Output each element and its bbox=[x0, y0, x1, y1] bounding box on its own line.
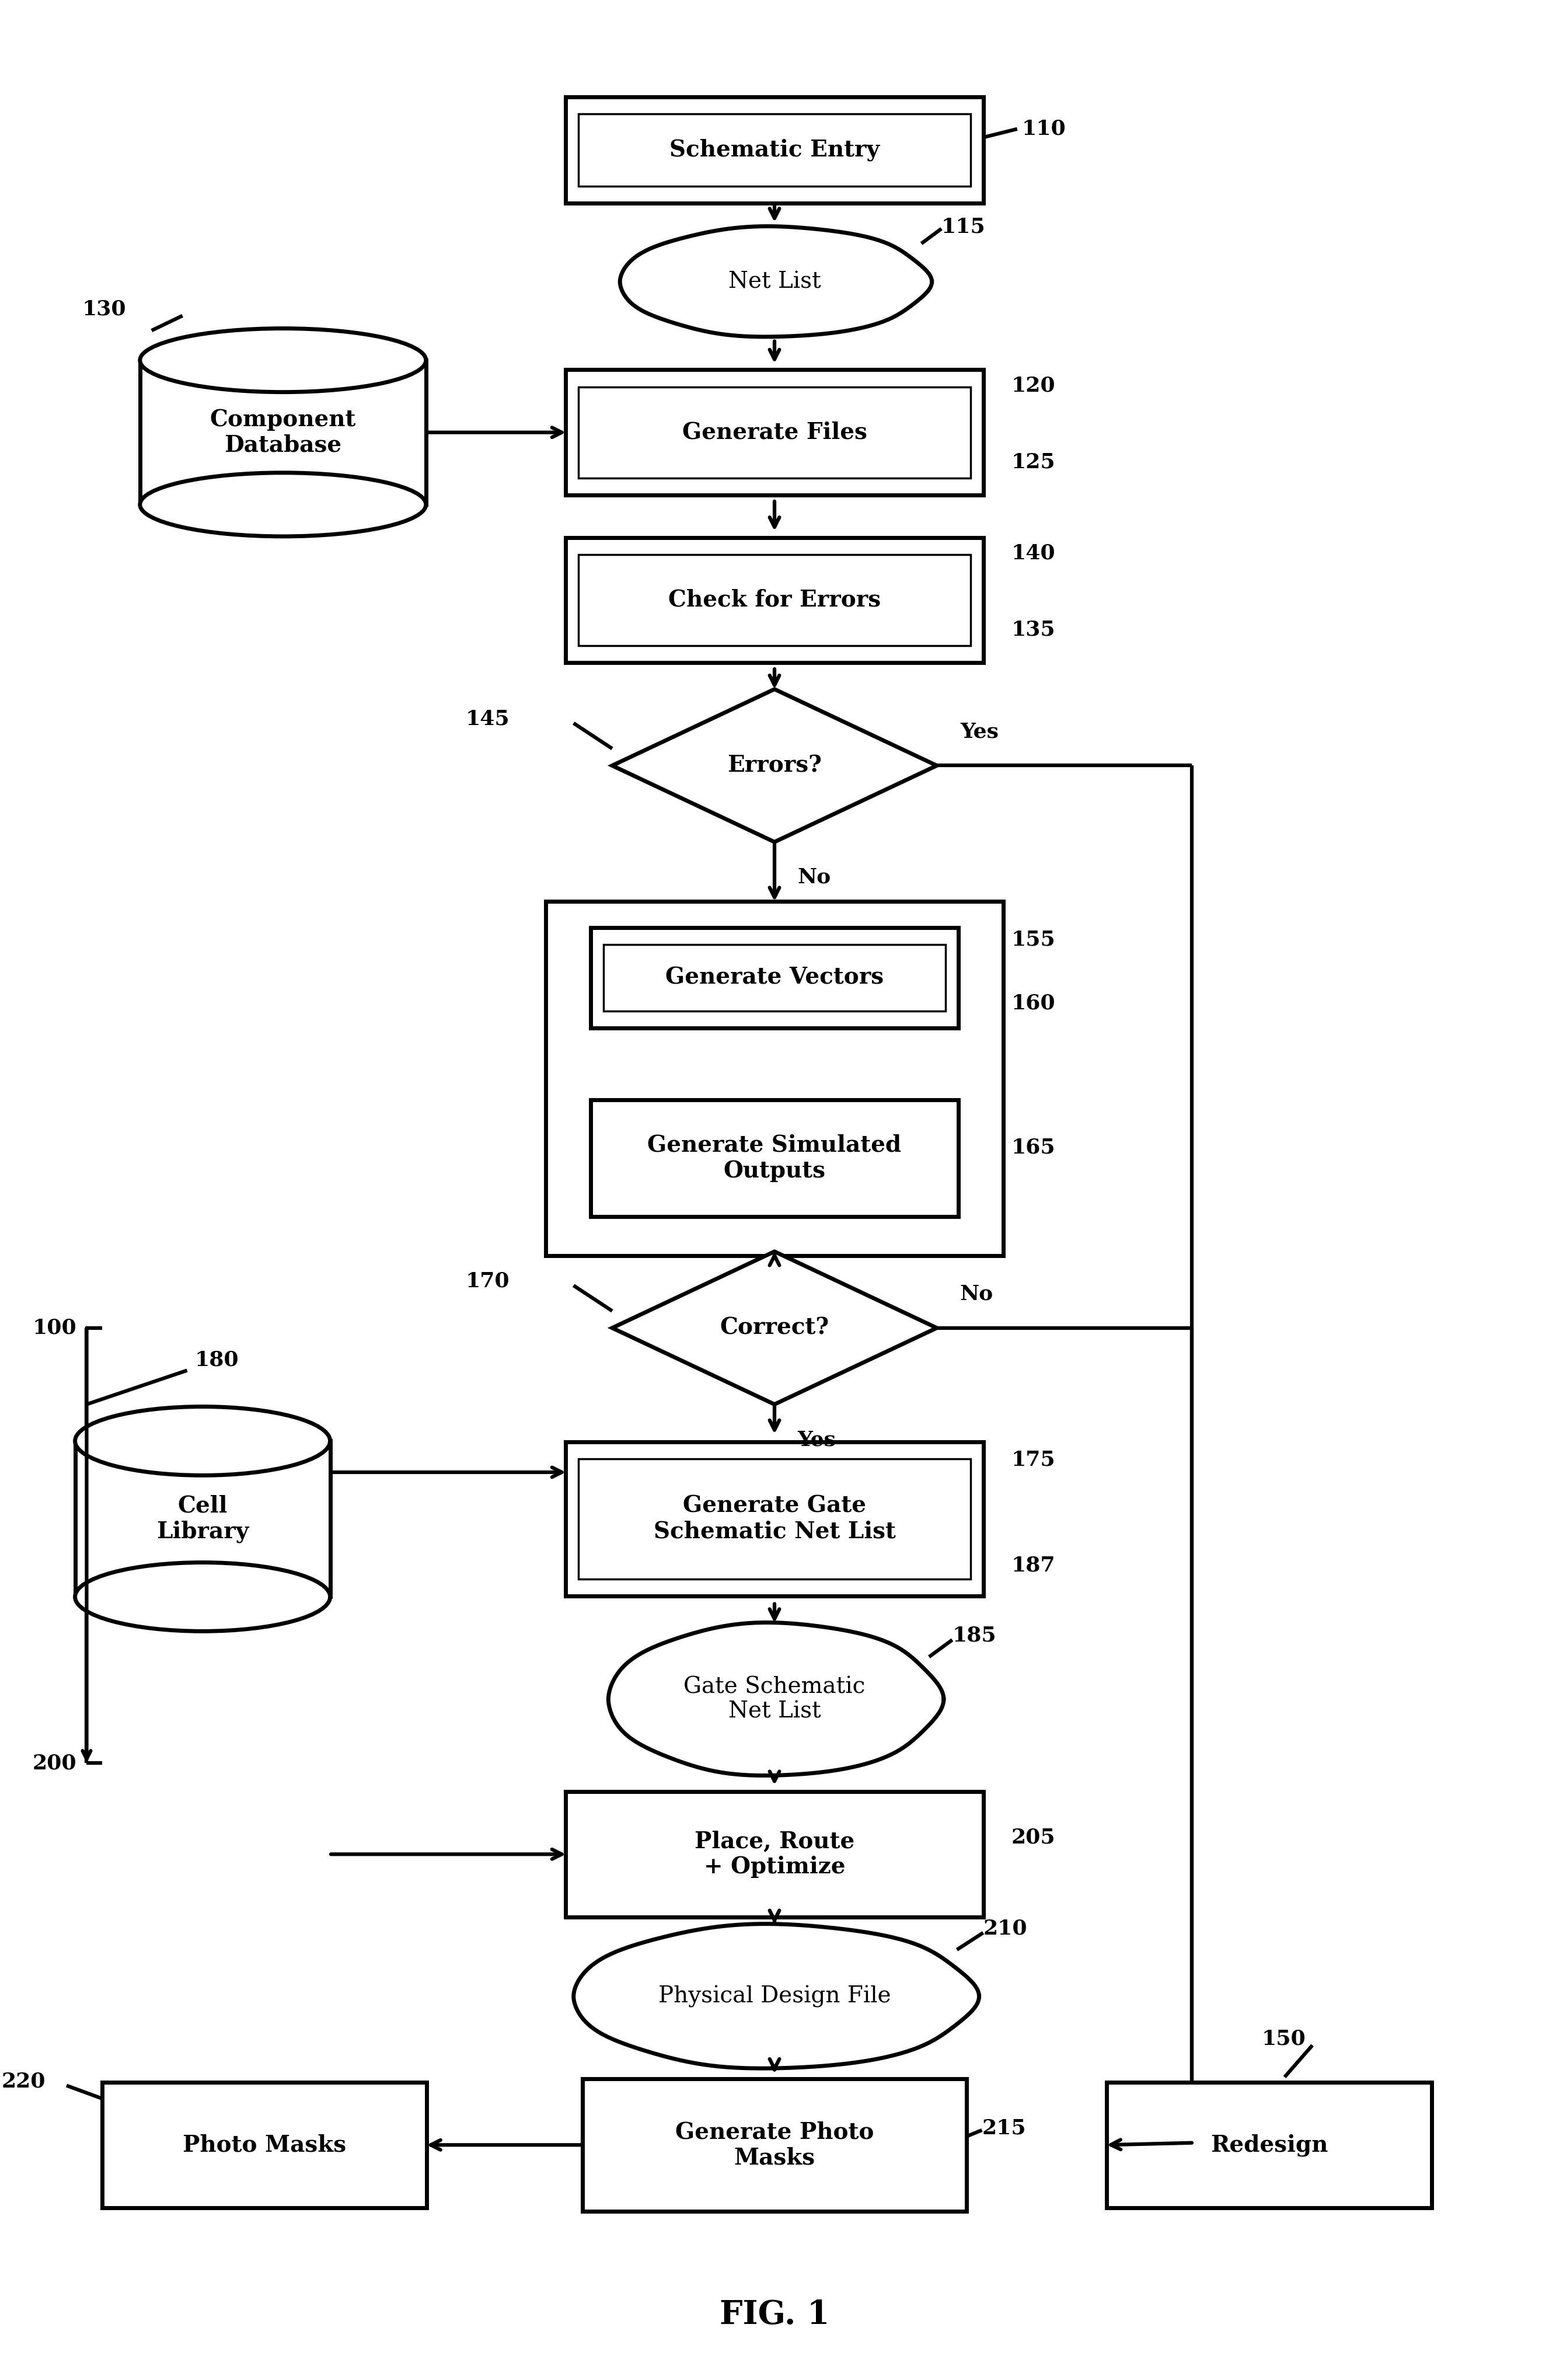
Text: 115: 115 bbox=[942, 217, 985, 236]
Ellipse shape bbox=[139, 474, 426, 536]
FancyBboxPatch shape bbox=[578, 114, 971, 186]
FancyBboxPatch shape bbox=[590, 1100, 959, 1216]
Text: Generate Simulated
Outputs: Generate Simulated Outputs bbox=[647, 1135, 902, 1183]
Text: 120: 120 bbox=[1011, 376, 1055, 395]
Text: Generate Files: Generate Files bbox=[682, 421, 867, 443]
Text: No: No bbox=[960, 1285, 993, 1304]
FancyBboxPatch shape bbox=[565, 1792, 984, 1916]
Text: No: No bbox=[798, 866, 832, 888]
Text: 200: 200 bbox=[33, 1754, 76, 1773]
Polygon shape bbox=[612, 690, 937, 843]
Text: 160: 160 bbox=[1011, 992, 1055, 1014]
Text: 215: 215 bbox=[982, 2118, 1025, 2137]
Text: Schematic Entry: Schematic Entry bbox=[669, 138, 880, 162]
Text: 185: 185 bbox=[953, 1626, 996, 1645]
Polygon shape bbox=[620, 226, 932, 338]
Text: 165: 165 bbox=[1011, 1138, 1055, 1157]
Ellipse shape bbox=[74, 1407, 330, 1476]
Text: 170: 170 bbox=[465, 1271, 510, 1292]
Text: 140: 140 bbox=[1011, 543, 1055, 564]
Text: FIG. 1: FIG. 1 bbox=[720, 2299, 829, 2330]
Text: Net List: Net List bbox=[728, 271, 821, 293]
FancyBboxPatch shape bbox=[578, 555, 971, 645]
FancyBboxPatch shape bbox=[139, 359, 426, 505]
FancyBboxPatch shape bbox=[565, 538, 984, 662]
Text: 145: 145 bbox=[465, 709, 510, 728]
Text: Yes: Yes bbox=[798, 1430, 836, 1449]
Text: 125: 125 bbox=[1011, 452, 1055, 471]
Text: 210: 210 bbox=[984, 1918, 1027, 1937]
Text: Correct?: Correct? bbox=[720, 1316, 829, 1340]
FancyBboxPatch shape bbox=[565, 369, 984, 495]
Text: Errors?: Errors? bbox=[728, 754, 821, 776]
Text: 220: 220 bbox=[2, 2071, 45, 2092]
Text: 100: 100 bbox=[33, 1319, 77, 1338]
Text: 205: 205 bbox=[1011, 1828, 1055, 1847]
Text: Component
Database: Component Database bbox=[209, 409, 356, 457]
Text: 150: 150 bbox=[1261, 2028, 1306, 2049]
FancyBboxPatch shape bbox=[1108, 2082, 1431, 2209]
FancyBboxPatch shape bbox=[590, 928, 959, 1028]
Text: Check for Errors: Check for Errors bbox=[668, 588, 881, 612]
FancyBboxPatch shape bbox=[565, 1442, 984, 1597]
Text: Generate Photo
Masks: Generate Photo Masks bbox=[675, 2121, 874, 2168]
FancyBboxPatch shape bbox=[582, 2078, 967, 2211]
Text: 175: 175 bbox=[1011, 1449, 1055, 1468]
Text: 110: 110 bbox=[1022, 119, 1066, 138]
FancyBboxPatch shape bbox=[578, 1459, 971, 1578]
Text: 180: 180 bbox=[195, 1349, 239, 1371]
Text: Redesign: Redesign bbox=[1210, 2135, 1327, 2156]
FancyBboxPatch shape bbox=[565, 98, 984, 202]
Polygon shape bbox=[612, 1252, 937, 1404]
FancyBboxPatch shape bbox=[545, 902, 1004, 1257]
Text: Physical Design File: Physical Design File bbox=[658, 1985, 891, 2006]
Text: 187: 187 bbox=[1011, 1557, 1055, 1576]
Ellipse shape bbox=[139, 328, 426, 393]
Ellipse shape bbox=[74, 1564, 330, 1630]
FancyBboxPatch shape bbox=[603, 945, 946, 1012]
FancyBboxPatch shape bbox=[74, 1440, 330, 1597]
Polygon shape bbox=[573, 1923, 979, 2068]
Text: Cell
Library: Cell Library bbox=[156, 1495, 249, 1542]
FancyBboxPatch shape bbox=[578, 388, 971, 478]
Text: 135: 135 bbox=[1011, 619, 1055, 640]
Text: Gate Schematic
Net List: Gate Schematic Net List bbox=[683, 1676, 866, 1723]
Text: Generate Vectors: Generate Vectors bbox=[666, 966, 883, 988]
Text: 155: 155 bbox=[1011, 931, 1055, 950]
Polygon shape bbox=[609, 1623, 943, 1775]
Text: Yes: Yes bbox=[960, 721, 999, 743]
Text: Generate Gate
Schematic Net List: Generate Gate Schematic Net List bbox=[654, 1495, 895, 1542]
FancyBboxPatch shape bbox=[102, 2082, 426, 2209]
Text: Photo Masks: Photo Masks bbox=[183, 2135, 345, 2156]
Text: 130: 130 bbox=[82, 300, 125, 319]
Text: Place, Route
+ Optimize: Place, Route + Optimize bbox=[694, 1830, 855, 1878]
